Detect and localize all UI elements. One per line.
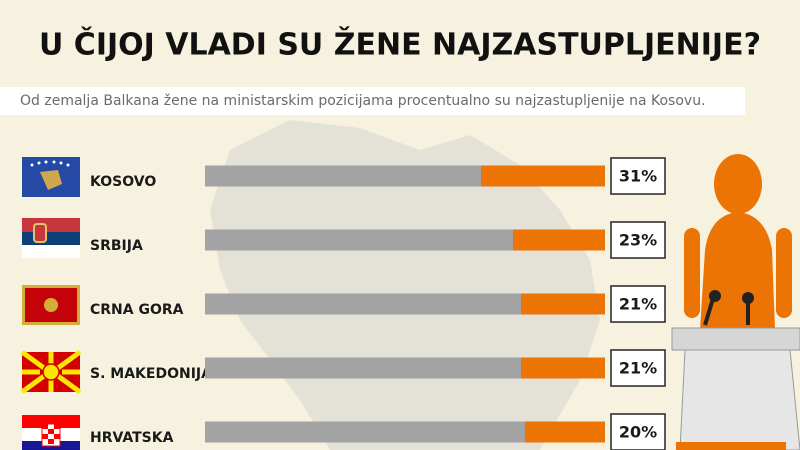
value-box <box>610 413 666 450</box>
bar <box>521 293 605 315</box>
value-box <box>610 157 666 195</box>
value-label: 23% <box>619 231 657 250</box>
bar <box>521 357 605 379</box>
chart-title: U ČIJOJ VLADI SU ŽENE NAJZASTUPLJENIJE? <box>39 26 761 63</box>
flag-macedonia <box>20 349 82 395</box>
bar <box>513 229 605 251</box>
category-label: KOSOVO <box>90 174 156 190</box>
value-label: 20% <box>619 423 657 442</box>
value-label: 21% <box>619 359 657 378</box>
bar <box>525 421 605 443</box>
flag-montenegro <box>22 285 80 325</box>
bar <box>481 165 605 187</box>
speaker-illustration <box>671 154 800 450</box>
category-label: CRNA GORA <box>90 302 184 318</box>
bar-track <box>205 293 605 315</box>
subtitle-box <box>0 87 745 115</box>
subtitle: Od zemalja Balkana žene na ministarskim … <box>20 93 706 109</box>
bar-track <box>205 229 605 251</box>
value-box <box>610 285 666 323</box>
category-label: HRVATSKA <box>90 430 174 446</box>
category-label: S. MAKEDONIJA <box>90 366 212 382</box>
bar-track <box>205 421 605 443</box>
flag-serbia <box>22 218 80 258</box>
bar-track <box>205 357 605 379</box>
value-label: 31% <box>619 167 657 186</box>
value-box <box>610 221 666 259</box>
value-label: 21% <box>619 295 657 314</box>
value-box <box>610 349 666 387</box>
flag-croatia <box>22 415 80 450</box>
category-label: SRBIJA <box>90 238 143 254</box>
flag-kosovo <box>22 157 80 197</box>
